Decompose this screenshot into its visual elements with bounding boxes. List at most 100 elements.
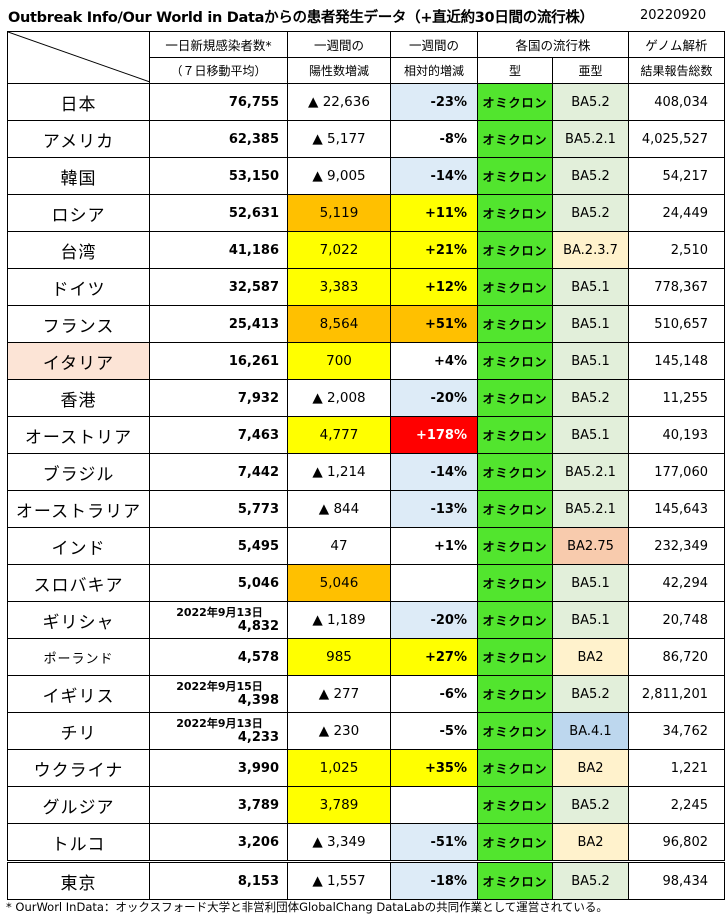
- cases-cell: 8,153: [149, 860, 288, 900]
- weekly-change-cell: ▲ 1,557: [287, 860, 391, 900]
- genome-count-cell: 54,217: [628, 157, 725, 195]
- strain-type-cell: オミクロン: [477, 638, 553, 676]
- weekly-change-cell: 700: [287, 342, 391, 380]
- weekly-change-cell: ▲ 5,177: [287, 120, 391, 158]
- cases-cell: 53,150: [149, 157, 288, 195]
- genome-count-cell: 510,657: [628, 305, 725, 343]
- country-cell: グルジア: [7, 786, 150, 824]
- genome-count-cell: 42,294: [628, 564, 725, 602]
- table-row: ポーランド 4,578 985 +27% オミクロン BA2 86,720: [7, 638, 725, 676]
- cases-cell: 32,587: [149, 268, 288, 306]
- genome-count-cell: 232,349: [628, 527, 725, 565]
- genome-count-cell: 2,811,201: [628, 675, 725, 713]
- strain-subtype-cell: BA2: [552, 823, 629, 862]
- country-cell: オーストリア: [7, 416, 150, 454]
- page-title: Outbreak Info/Our World in Dataからの患者発生デー…: [8, 10, 594, 26]
- country-cell: ウクライナ: [7, 749, 150, 787]
- corner-cell: [7, 31, 150, 84]
- strain-type-cell: オミクロン: [477, 712, 553, 750]
- table-row: イギリス 2022年9月15日 4,398 ▲ 277 -6% オミクロン BA5.2 2,8…: [7, 675, 725, 713]
- genome-count-cell: 145,148: [628, 342, 725, 380]
- strain-subtype-cell: BA2: [552, 749, 629, 787]
- weekly-change-cell: 7,022: [287, 231, 391, 269]
- strain-type-cell: オミクロン: [477, 490, 553, 528]
- country-cell: トルコ: [7, 823, 150, 862]
- strain-subtype-cell: BA.2.3.7: [552, 231, 629, 269]
- relative-change-cell: -5%: [390, 712, 478, 750]
- weekly-change-cell: ▲ 1,214: [287, 453, 391, 491]
- cases-cell: 2022年9月15日 4,398: [149, 675, 288, 713]
- country-cell: ロシア: [7, 194, 150, 232]
- cases-cell: 76,755: [149, 83, 288, 121]
- header-row-2: （７日移動平均） 陽性数増減 相対的増減 型 亜型 結果報告総数: [8, 57, 725, 84]
- table-row: 台湾 41,186 7,022 +21% オミクロン BA.2.3.7 2,510: [7, 231, 725, 269]
- relative-change-cell: -23%: [390, 83, 478, 121]
- table-row: スロバキア 5,046 5,046 オミクロン BA5.1 42,294: [7, 564, 725, 602]
- cases-date: 2022年9月15日: [176, 680, 263, 693]
- strain-type-cell: オミクロン: [477, 823, 553, 862]
- strain-subtype-cell: BA5.1: [552, 416, 629, 454]
- country-cell: ギリシャ: [7, 601, 150, 639]
- strain-type-cell: オミクロン: [477, 83, 553, 121]
- genome-count-cell: 1,221: [628, 749, 725, 787]
- weekly-change-cell: 985: [287, 638, 391, 676]
- relative-change-cell: +21%: [390, 231, 478, 269]
- genome-count-cell: 86,720: [628, 638, 725, 676]
- strain-subtype-cell: BA.4.1: [552, 712, 629, 750]
- country-cell: インド: [7, 527, 150, 565]
- country-cell: オーストラリア: [7, 490, 150, 528]
- weekly-change-cell: ▲ 22,636: [287, 83, 391, 121]
- weekly-change-cell: 3,789: [287, 786, 391, 824]
- strain-type-cell: オミクロン: [477, 860, 553, 900]
- genome-count-cell: 778,367: [628, 268, 725, 306]
- header-relative-change-sub: 相対的増減: [390, 57, 478, 84]
- genome-count-cell: 177,060: [628, 453, 725, 491]
- outbreak-table: 一日新規感染者数* 一週間の 一週間の 各国の流行株 ゲノム解析 （７日移動平均…: [7, 31, 725, 900]
- cases-cell: 3,789: [149, 786, 288, 824]
- country-cell: フランス: [7, 305, 150, 343]
- relative-change-cell: -6%: [390, 675, 478, 713]
- diagonal-line: [8, 32, 149, 82]
- weekly-change-cell: 3,383: [287, 268, 391, 306]
- weekly-change-cell: 4,777: [287, 416, 391, 454]
- genome-count-cell: 4,025,527: [628, 120, 725, 158]
- strain-type-cell: オミクロン: [477, 194, 553, 232]
- cases-cell: 5,046: [149, 564, 288, 602]
- header-cases: 一日新規感染者数*: [149, 31, 288, 58]
- weekly-change-cell: ▲ 3,349: [287, 823, 391, 862]
- strain-subtype-cell: BA5.2: [552, 379, 629, 417]
- table-row: フランス 25,413 8,564 +51% オミクロン BA5.1 510,657: [7, 305, 725, 343]
- cases-date: 2022年9月13日: [176, 606, 263, 619]
- cases-value: 4,398: [237, 693, 279, 708]
- strain-type-cell: オミクロン: [477, 157, 553, 195]
- cases-cell: 3,990: [149, 749, 288, 787]
- strain-subtype-cell: BA5.2: [552, 194, 629, 232]
- strain-subtype-cell: BA2: [552, 638, 629, 676]
- header-cases-sub: （７日移動平均）: [149, 57, 288, 84]
- genome-count-cell: 40,193: [628, 416, 725, 454]
- header-genome-sub: 結果報告総数: [628, 57, 725, 84]
- strain-type-cell: オミクロン: [477, 305, 553, 343]
- table-row: アメリカ 62,385 ▲ 5,177 -8% オミクロン BA5.2.1 4,025,52…: [7, 120, 725, 158]
- strain-type-cell: オミクロン: [477, 379, 553, 417]
- relative-change-cell: +35%: [390, 749, 478, 787]
- weekly-change-cell: 5,046: [287, 564, 391, 602]
- table-row: ブラジル 7,442 ▲ 1,214 -14% オミクロン BA5.2.1 177,060: [7, 453, 725, 491]
- table-row: ギリシャ 2022年9月13日 4,832 ▲ 1,189 -20% オミクロン BA5.1…: [7, 601, 725, 639]
- relative-change-cell: -20%: [390, 379, 478, 417]
- cases-cell: 62,385: [149, 120, 288, 158]
- strain-type-cell: オミクロン: [477, 268, 553, 306]
- strain-subtype-cell: BA5.2: [552, 786, 629, 824]
- cases-cell: 41,186: [149, 231, 288, 269]
- strain-subtype-cell: BA5.2: [552, 83, 629, 121]
- weekly-change-cell: ▲ 2,008: [287, 379, 391, 417]
- strain-type-cell: オミクロン: [477, 601, 553, 639]
- genome-count-cell: 20,748: [628, 601, 725, 639]
- cases-cell: 52,631: [149, 194, 288, 232]
- header-relative-change: 一週間の: [390, 31, 478, 58]
- report-date: 20220920: [640, 8, 707, 23]
- table-row: オーストラリア 5,773 ▲ 844 -13% オミクロン BA5.2.1 145,643: [7, 490, 725, 528]
- table-row: ロシア 52,631 5,119 +11% オミクロン BA5.2 24,449: [7, 194, 725, 232]
- cases-cell: 5,495: [149, 527, 288, 565]
- table-row: トルコ 3,206 ▲ 3,349 -51% オミクロン BA2 96,802: [7, 823, 725, 862]
